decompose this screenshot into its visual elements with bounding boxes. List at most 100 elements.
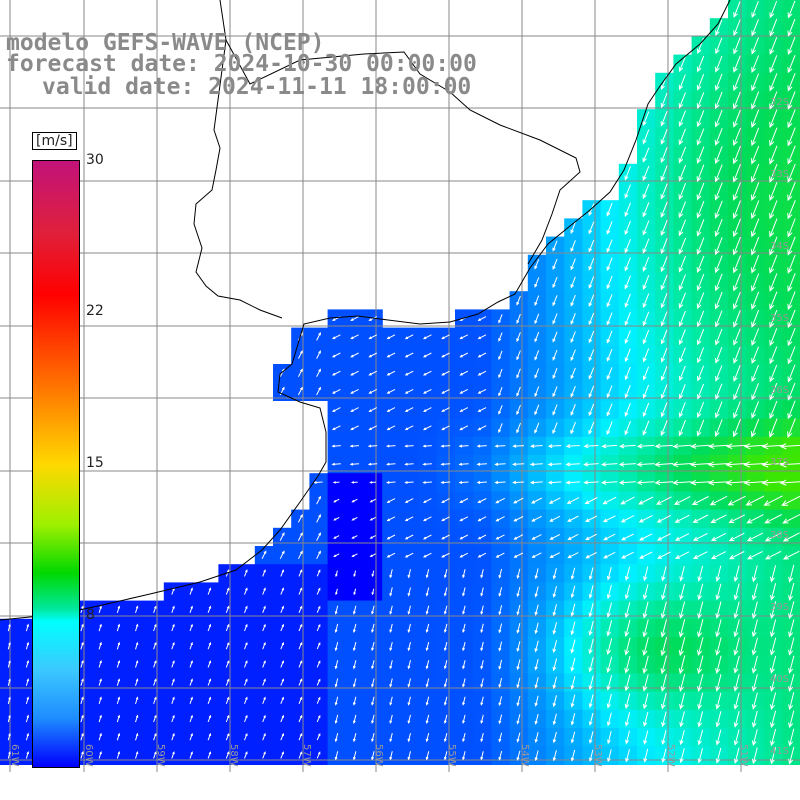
wind-arrow xyxy=(715,655,722,675)
wind-arrow xyxy=(770,747,777,765)
wind-arrow xyxy=(570,385,576,398)
wind-arrow xyxy=(25,659,29,668)
wind-arrow xyxy=(371,732,375,743)
wind-arrow xyxy=(498,732,503,743)
wind-arrow xyxy=(660,384,668,400)
wind-arrow xyxy=(404,334,414,340)
wind-arrow xyxy=(351,553,358,557)
wind-arrow xyxy=(422,352,432,358)
wind-arrow xyxy=(733,747,740,765)
wind-arrow xyxy=(715,365,723,382)
wind-arrow xyxy=(80,660,84,668)
wind-arrow xyxy=(516,732,521,743)
wind-arrow xyxy=(316,550,321,560)
wind-arrow xyxy=(787,254,796,274)
wind-arrow xyxy=(462,569,466,579)
wind-arrow xyxy=(697,619,704,638)
wind-arrow xyxy=(732,418,741,438)
wind-arrow xyxy=(316,532,321,541)
wind-arrow xyxy=(624,366,631,381)
wind-arrow xyxy=(732,255,741,274)
wind-arrow xyxy=(642,402,650,418)
wind-arrow xyxy=(477,552,487,558)
lat-label-34s: 34S xyxy=(770,241,790,252)
wind-arrow xyxy=(516,586,521,598)
wind-arrow xyxy=(715,711,722,728)
wind-arrow xyxy=(660,329,668,345)
wind-arrow xyxy=(494,480,506,485)
wind-arrow xyxy=(584,497,598,505)
wind-arrow xyxy=(516,677,521,689)
wind-arrow xyxy=(425,569,430,579)
wind-arrow xyxy=(751,383,759,401)
wind-arrow xyxy=(678,402,686,418)
wind-arrow xyxy=(280,696,284,704)
wind-arrow xyxy=(588,585,594,599)
wind-arrow xyxy=(459,352,469,358)
wind-arrow xyxy=(331,352,341,358)
wind-arrow xyxy=(642,384,650,399)
wind-arrow xyxy=(480,660,484,670)
wind-arrow xyxy=(764,550,782,560)
wind-arrow xyxy=(727,495,746,506)
wind-arrow xyxy=(678,365,686,382)
wind-arrow xyxy=(298,660,303,668)
wind-arrow xyxy=(80,641,84,650)
wind-arrow xyxy=(516,404,521,416)
wind-arrow xyxy=(696,419,705,437)
wind-arrow xyxy=(280,623,284,632)
wind-arrow xyxy=(98,678,102,686)
wind-arrow xyxy=(422,552,432,558)
wind-arrow xyxy=(769,382,778,401)
wind-arrow xyxy=(769,182,778,202)
lon-label-59w: 59W xyxy=(155,744,166,767)
wind-arrow xyxy=(552,295,558,307)
wind-arrow xyxy=(441,407,450,412)
wind-arrow xyxy=(691,496,709,506)
wind-arrow xyxy=(725,443,748,450)
wind-arrow xyxy=(714,109,723,128)
wind-arrow xyxy=(135,623,139,632)
wind-arrow xyxy=(678,164,687,182)
wind-arrow xyxy=(788,655,795,674)
wind-arrow xyxy=(624,403,631,417)
wind-arrow xyxy=(207,641,212,650)
wind-arrow xyxy=(636,443,655,449)
wind-arrow xyxy=(350,425,359,431)
wind-arrow xyxy=(696,182,705,201)
wind-arrow xyxy=(335,570,338,578)
wind-arrow xyxy=(404,388,414,394)
wind-arrow xyxy=(642,111,650,127)
wind-arrow xyxy=(534,586,539,598)
wind-arrow xyxy=(624,330,631,344)
wind-arrow xyxy=(679,748,685,764)
wind-arrow xyxy=(733,1,741,18)
wind-arrow xyxy=(672,479,692,486)
wind-arrow xyxy=(316,678,321,686)
wind-arrow xyxy=(422,480,432,484)
wind-arrow xyxy=(710,532,727,542)
wind-arrow xyxy=(371,751,375,761)
wind-arrow xyxy=(331,444,341,448)
wind-arrow xyxy=(459,516,469,522)
wind-arrow xyxy=(530,444,543,448)
wind-arrow xyxy=(331,462,341,466)
wind-speed-cells xyxy=(0,0,800,765)
wind-arrow xyxy=(459,552,469,558)
wind-arrow xyxy=(389,696,393,706)
wind-arrow xyxy=(715,747,722,764)
wind-arrow xyxy=(552,695,557,708)
wind-arrow xyxy=(334,623,339,634)
wind-arrow xyxy=(316,368,321,378)
wind-arrow xyxy=(225,660,230,668)
wind-arrow xyxy=(697,365,705,382)
wind-arrow xyxy=(422,516,432,522)
wind-arrow xyxy=(153,678,157,686)
wind-arrow xyxy=(316,660,321,668)
wind-arrow xyxy=(715,383,723,400)
wind-arrow xyxy=(625,749,630,763)
wind-arrow xyxy=(534,622,539,635)
wind-arrow xyxy=(602,496,617,505)
wind-arrow xyxy=(787,0,796,19)
